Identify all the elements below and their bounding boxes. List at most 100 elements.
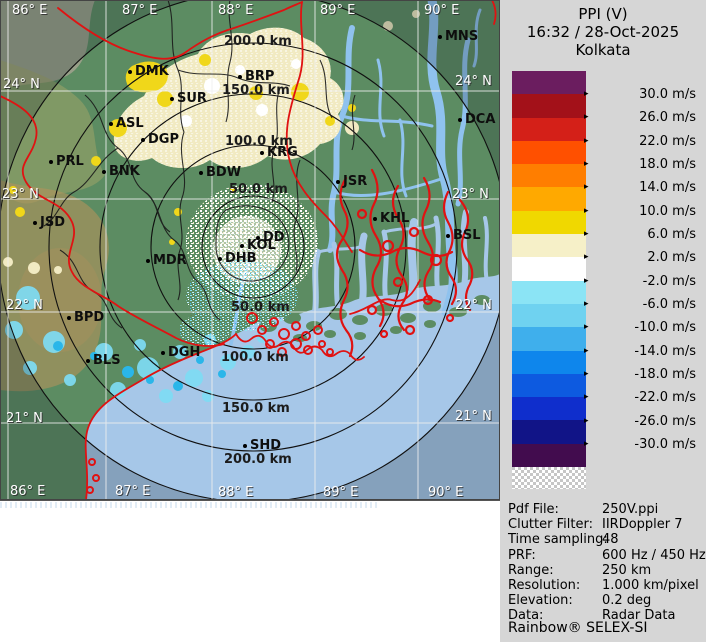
metadata-value: Radar Data xyxy=(602,608,676,624)
scan-metadata: Pdf File: 250V.ppi Clutter Filter: IIRDo… xyxy=(508,502,706,624)
metadata-row: Range: 250 km xyxy=(508,563,702,578)
tick-arrow-icon xyxy=(584,322,595,332)
color-scale-block xyxy=(512,280,586,304)
tick-value: -26.0 m/s xyxy=(634,413,696,429)
metadata-key: Resolution: xyxy=(508,578,581,594)
tick-value: 2.0 m/s xyxy=(647,249,696,265)
color-scale-block xyxy=(512,234,586,258)
color-scale-block xyxy=(512,420,586,444)
color-scale-block xyxy=(512,94,586,118)
metadata-value: 48 xyxy=(602,532,619,548)
tick-arrow-icon xyxy=(584,416,595,426)
metadata-key: Pdf File: xyxy=(508,502,559,517)
color-scale-block xyxy=(512,350,586,374)
tick-arrow-icon xyxy=(584,252,595,262)
tick-value: 18.0 m/s xyxy=(639,156,696,172)
metadata-key: Data: xyxy=(508,608,544,624)
metadata-row: Data: Radar Data xyxy=(508,608,702,623)
metadata-value: 250 km xyxy=(602,562,652,578)
software-brand: Rainbow® SELEX-SI xyxy=(508,620,648,636)
tick-arrow-icon xyxy=(584,229,595,239)
tick-value: -10.0 m/s xyxy=(634,319,696,335)
color-scale-tick: -26.0 m/s xyxy=(584,413,696,429)
tick-value: 10.0 m/s xyxy=(639,203,696,219)
tick-value: -6.0 m/s xyxy=(642,296,696,312)
metadata-row: Elevation: 0.2 deg xyxy=(508,593,702,608)
color-scale-tick: -10.0 m/s xyxy=(584,319,696,335)
metadata-row: Pdf File: 250V.ppi xyxy=(508,502,702,517)
metadata-key: Range: xyxy=(508,562,554,578)
tick-arrow-icon xyxy=(584,89,595,99)
metadata-key: PRF: xyxy=(508,547,536,563)
info-panel: PPI (V) 16:32 / 28-Oct-2025 Kolkata xyxy=(500,0,706,642)
color-scale-tick: 6.0 m/s xyxy=(584,226,696,242)
color-scale-block xyxy=(512,117,586,141)
tick-arrow-icon xyxy=(584,346,595,356)
color-scale-tick: -6.0 m/s xyxy=(584,296,696,312)
tick-value: 22.0 m/s xyxy=(639,133,696,149)
color-scale-tick: -18.0 m/s xyxy=(584,366,696,382)
metadata-value: 250V.ppi xyxy=(602,502,659,517)
color-scale-block xyxy=(512,164,586,188)
tick-value: -2.0 m/s xyxy=(642,273,696,289)
tick-value: 14.0 m/s xyxy=(639,179,696,195)
panel-header: PPI (V) 16:32 / 28-Oct-2025 Kolkata xyxy=(500,5,706,59)
color-scale-tick: -22.0 m/s xyxy=(584,389,696,405)
tick-value: -14.0 m/s xyxy=(634,343,696,359)
color-scale-tick: 14.0 m/s xyxy=(584,179,696,195)
metadata-value: 0.2 deg xyxy=(602,593,652,609)
color-scale-nodata-block xyxy=(512,467,586,489)
color-scale-tick: 26.0 m/s xyxy=(584,109,696,125)
tick-arrow-icon xyxy=(584,112,595,122)
metadata-key: Time sampling: xyxy=(508,532,608,548)
color-scale-block xyxy=(512,257,586,281)
color-scale-tick: -2.0 m/s xyxy=(584,273,696,289)
color-scale-block xyxy=(512,443,586,468)
radar-site-name: Kolkata xyxy=(575,41,631,59)
tick-arrow-icon xyxy=(584,276,595,286)
tick-value: 26.0 m/s xyxy=(639,109,696,125)
metadata-value: IIRDoppler 7 xyxy=(602,517,683,533)
color-scale-block xyxy=(512,140,586,165)
tick-value: 30.0 m/s xyxy=(639,86,696,102)
radar-map: 86° E 87° E 88° E 89° E 90° E 86° E 87° … xyxy=(0,0,501,501)
color-scale-tick: -14.0 m/s xyxy=(584,343,696,359)
tick-value: -30.0 m/s xyxy=(634,436,696,452)
color-scale-block xyxy=(512,210,586,235)
color-scale-block xyxy=(512,397,586,421)
metadata-key: Clutter Filter: xyxy=(508,517,593,533)
color-scale-tick: 22.0 m/s xyxy=(584,133,696,149)
render-artifact-strip xyxy=(0,502,378,508)
tick-arrow-icon xyxy=(584,369,595,379)
tick-arrow-icon xyxy=(584,392,595,402)
color-scale-tick: 2.0 m/s xyxy=(584,249,696,265)
color-scale-block xyxy=(512,303,586,328)
color-scale-block xyxy=(512,71,586,95)
scan-timestamp: 16:32 / 28-Oct-2025 xyxy=(526,23,680,41)
color-scale-block xyxy=(512,327,586,351)
metadata-value: 600 Hz / 450 Hz xyxy=(602,547,706,563)
tick-value: -18.0 m/s xyxy=(634,366,696,382)
color-scale-tick: 10.0 m/s xyxy=(584,203,696,219)
tick-value: 6.0 m/s xyxy=(647,226,696,242)
metadata-row: Clutter Filter: IIRDoppler 7 xyxy=(508,517,702,532)
tick-arrow-icon xyxy=(584,182,595,192)
product-title: PPI (V) xyxy=(578,5,628,23)
color-scale-block xyxy=(512,187,586,211)
color-scale-tick: -30.0 m/s xyxy=(584,436,696,452)
tick-arrow-icon xyxy=(584,206,595,216)
radar-map-canvas xyxy=(0,0,500,500)
tick-value: -22.0 m/s xyxy=(634,389,696,405)
tick-arrow-icon xyxy=(584,439,595,449)
metadata-key: Elevation: xyxy=(508,593,573,609)
metadata-row: Time sampling: 48 xyxy=(508,532,702,547)
velocity-color-scale xyxy=(512,71,586,468)
tick-arrow-icon xyxy=(584,159,595,169)
metadata-row: Resolution: 1.000 km/pixel xyxy=(508,578,702,593)
color-scale-tick: 30.0 m/s xyxy=(584,86,696,102)
tick-arrow-icon xyxy=(584,136,595,146)
tick-arrow-icon xyxy=(584,299,595,309)
metadata-value: 1.000 km/pixel xyxy=(602,578,699,594)
color-scale-block xyxy=(512,373,586,398)
color-scale-tick: 18.0 m/s xyxy=(584,156,696,172)
